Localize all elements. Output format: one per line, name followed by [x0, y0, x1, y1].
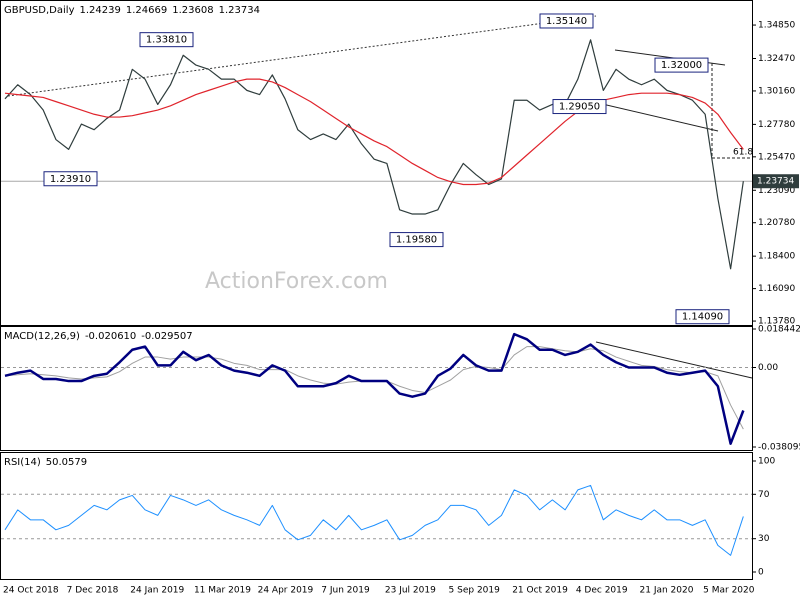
header-value: 1.23734	[219, 5, 260, 16]
y-tick-label: 1.20780	[758, 218, 795, 228]
x-tick-label: 21 Jan 2020	[640, 586, 694, 596]
y-tick-label: -0.038095	[758, 443, 800, 453]
annotation-label: 1.29050	[559, 102, 600, 113]
annotation-box	[552, 99, 607, 115]
annotation-box	[43, 171, 98, 187]
y-tick-label: 100	[758, 456, 775, 466]
y-tick-label: 1.34850	[758, 21, 795, 31]
channel-line	[597, 102, 719, 132]
annotation-box	[539, 13, 594, 29]
annotation-label: 1.23910	[50, 174, 91, 185]
fib-label: 61.8	[733, 148, 753, 158]
header-value: -0.029507	[141, 331, 192, 342]
annotation-label: 1.33810	[146, 35, 187, 46]
header-value: 1.23608	[172, 5, 213, 16]
annotation-box	[139, 32, 194, 48]
x-tick-label: 11 Mar 2019	[194, 586, 251, 596]
x-tick-label: 4 Dec 2019	[576, 586, 628, 596]
data-line	[4, 484, 744, 556]
x-tick-label: 7 Jun 2019	[321, 586, 370, 596]
macd-trendline	[595, 341, 753, 379]
x-tick-label: 23 Jul 2019	[385, 586, 436, 596]
annotation-label: 1.14090	[682, 312, 723, 323]
macd-panel	[0, 326, 753, 451]
annotation-box	[654, 57, 709, 73]
header-value: 50.0579	[46, 457, 87, 468]
header-value: 1.24669	[126, 5, 167, 16]
x-tick-label: 24 Apr 2019	[258, 586, 314, 596]
rsi-panel	[0, 452, 753, 580]
x-tick-label: 21 Oct 2019	[512, 586, 568, 596]
annotation-box	[389, 232, 444, 248]
y-tick-label: 1.18400	[758, 252, 795, 262]
y-tick-label: 0.018442	[758, 325, 800, 335]
x-tick-label: 24 Oct 2018	[3, 586, 59, 596]
annotation-label: 1.32000	[661, 60, 702, 71]
y-tick-label: 1.13780	[758, 317, 795, 327]
y-tick-label: 1.23090	[758, 186, 795, 196]
x-tick-label: 5 Sep 2019	[449, 586, 501, 596]
y-tick-label: 1.16090	[758, 284, 795, 294]
y-tick-label: 1.30160	[758, 86, 795, 96]
annotation-label: 1.35140	[546, 16, 587, 27]
y-tick-label: 0.00	[758, 363, 778, 373]
y-tick-label: 30	[758, 534, 770, 544]
y-tick-label: 1.27780	[758, 120, 795, 130]
y-tick-label: 0	[758, 568, 764, 578]
panel-header: MACD(12,26,9) -0.020610 -0.029507	[4, 331, 193, 342]
x-tick-label: 5 Mar 2020	[703, 586, 755, 596]
y-tick-label: 70	[758, 490, 770, 500]
panel-title: MACD(12,26,9)	[4, 331, 80, 342]
data-line	[4, 346, 744, 430]
panel-header: GBPUSD,Daily 1.24239 1.24669 1.23608 1.23734	[4, 5, 260, 16]
header-value: -0.020610	[85, 331, 136, 342]
x-tick-label: 24 Jan 2019	[130, 586, 184, 596]
current-price-label: 1.23734	[757, 177, 794, 187]
annotation-label: 1.19580	[396, 235, 437, 246]
panel-title: GBPUSD,Daily	[4, 5, 75, 16]
header-value: 1.24239	[80, 5, 121, 16]
x-tick-label: 7 Dec 2018	[67, 586, 119, 596]
trendline	[7, 15, 597, 97]
panel-header: RSI(14) 50.0579	[4, 457, 87, 468]
y-tick-label: 1.25470	[758, 152, 795, 162]
annotation-box	[675, 309, 730, 325]
watermark: ActionForex.com	[205, 269, 388, 294]
y-tick-label: 1.32470	[758, 54, 795, 64]
data-line	[4, 78, 744, 186]
data-line	[4, 39, 744, 270]
price-panel	[0, 0, 753, 326]
panel-title: RSI(14)	[4, 457, 41, 468]
data-line	[4, 332, 745, 445]
current-price-box	[753, 174, 799, 189]
